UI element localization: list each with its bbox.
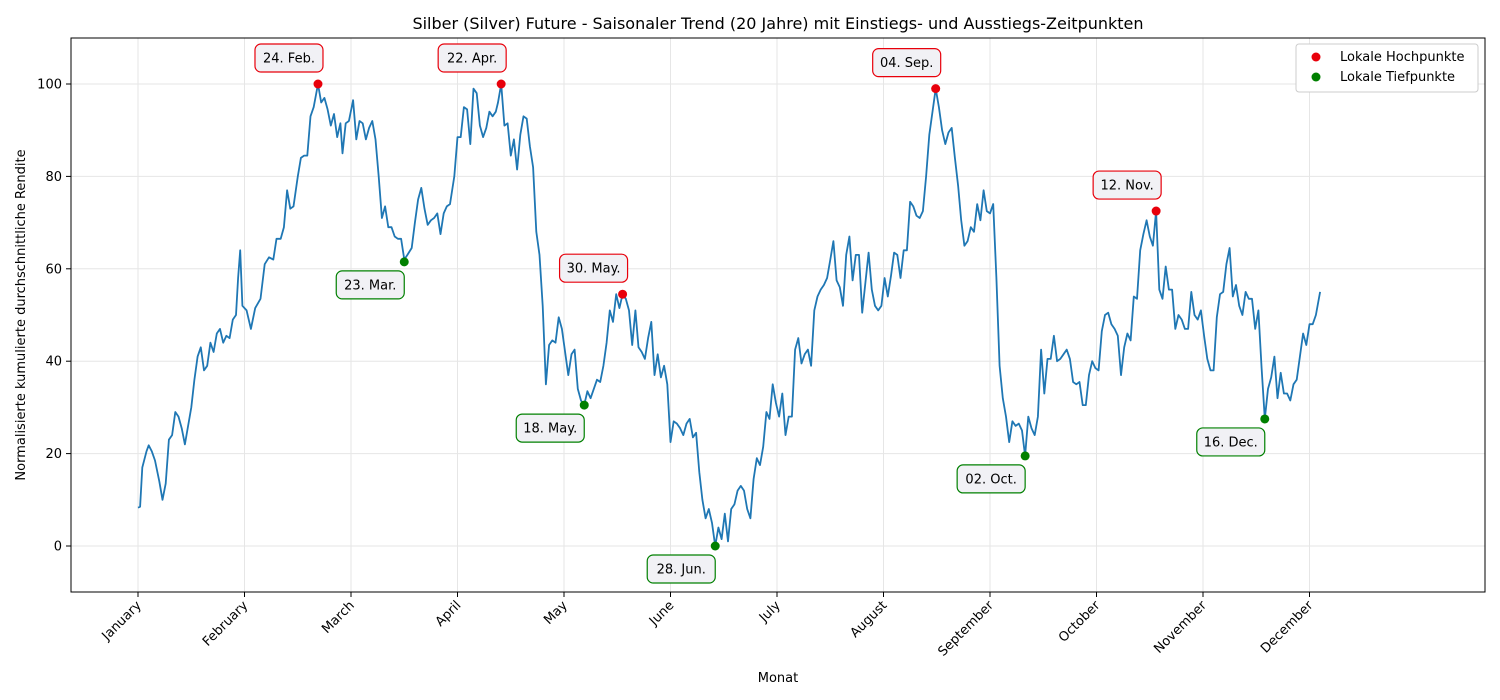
legend-peak-label: Lokale Hochpunkte — [1340, 50, 1464, 65]
x-tick-label: June — [646, 598, 677, 629]
trough-annotation-box — [956, 464, 1026, 494]
peak-annotation-label: 04. Sep. — [880, 56, 933, 71]
x-axis: January February March April May June July Augu… — [99, 592, 1317, 660]
trough-annotation-box — [515, 413, 585, 443]
peak-marker — [1151, 206, 1161, 216]
markers — [313, 79, 1270, 551]
peak-marker — [931, 84, 941, 94]
trough-marker — [399, 257, 409, 267]
x-tick-label: December — [1258, 598, 1317, 657]
trough-marker — [710, 541, 720, 551]
peak-annotation-box — [437, 43, 507, 73]
peak-marker — [618, 289, 628, 299]
annotations: 24. Feb. 22. Apr. 30. May. 04. Sep. 12. Nov.… — [254, 43, 1266, 584]
peak-annotation-box — [1092, 170, 1162, 200]
peak-annotation-box — [872, 48, 942, 78]
trough-annotation-box — [1196, 427, 1266, 457]
x-tick-label: October — [1056, 598, 1104, 646]
peak-annotation-label: 30. May. — [567, 262, 621, 277]
grid — [71, 38, 1485, 592]
y-tick-label: 0 — [54, 540, 62, 555]
trough-annotation-label: 18. May. — [523, 422, 577, 437]
legend-trough-marker — [1311, 72, 1321, 82]
legend: Lokale Hochpunkte Lokale Tiefpunkte — [1295, 43, 1479, 93]
series-line — [137, 83, 1321, 547]
trough-annotation-label: 02. Oct. — [965, 472, 1016, 487]
y-tick-label: 40 — [45, 355, 62, 370]
y-tick-label: 80 — [45, 170, 62, 185]
x-tick-label: May — [541, 598, 571, 628]
peak-annotation-label: 22. Apr. — [447, 52, 497, 67]
y-tick-label: 60 — [45, 262, 62, 277]
x-tick-label: February — [200, 598, 252, 650]
peak-annotation-box — [254, 43, 324, 73]
trough-annotation-box — [646, 554, 716, 584]
x-tick-label: November — [1151, 598, 1210, 657]
legend-trough-label: Lokale Tiefpunkte — [1340, 70, 1455, 85]
peak-annotation-label: 12. Nov. — [1100, 179, 1153, 194]
peak-annotation-box — [558, 253, 629, 283]
y-tick-label: 20 — [45, 447, 62, 462]
peak-marker — [313, 79, 323, 89]
trough-annotation-box — [335, 270, 405, 300]
trough-marker — [1260, 414, 1270, 424]
x-axis-label: Monat — [758, 671, 798, 686]
legend-box — [1295, 43, 1479, 93]
trough-marker — [579, 400, 589, 410]
y-tick-label: 100 — [37, 78, 62, 93]
x-tick-label: January — [99, 598, 145, 644]
trough-annotation-label: 23. Mar. — [344, 278, 396, 293]
x-tick-label: August — [848, 598, 891, 641]
x-tick-label: July — [756, 598, 784, 626]
trough-marker — [1020, 451, 1030, 461]
peak-annotation-label: 24. Feb. — [263, 52, 315, 67]
chart-title: Silber (Silver) Future - Saisonaler Tren… — [412, 14, 1143, 33]
y-axis-label: Normalisierte kumulierte durchschnittlic… — [14, 149, 29, 480]
peak-marker — [496, 79, 506, 89]
y-axis: 0 20 40 60 80 100 — [37, 78, 71, 555]
plot-frame — [70, 37, 1486, 593]
legend-peak-marker — [1311, 52, 1321, 62]
x-tick-label: April — [433, 598, 465, 630]
x-tick-label: September — [935, 598, 997, 660]
trough-annotation-label: 28. Jun. — [657, 563, 706, 578]
trough-annotation-label: 16. Dec. — [1204, 435, 1258, 450]
x-tick-label: March — [319, 598, 358, 637]
